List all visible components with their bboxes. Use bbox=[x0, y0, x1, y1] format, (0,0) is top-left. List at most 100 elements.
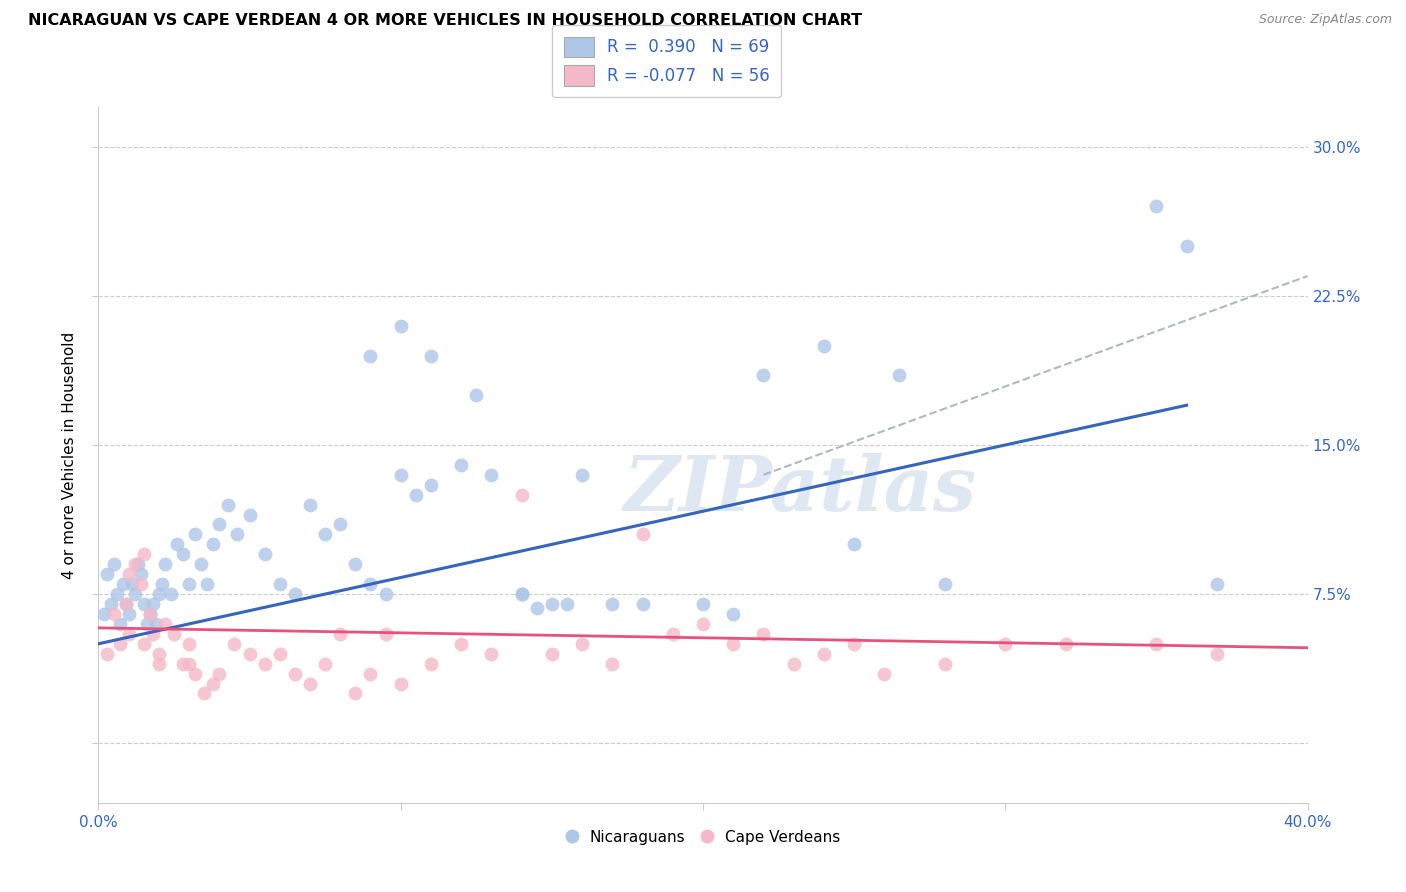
Point bbox=[1146, 637, 1168, 651]
Point bbox=[314, 527, 336, 541]
Point bbox=[269, 647, 291, 661]
Point bbox=[190, 558, 212, 572]
Point bbox=[132, 547, 155, 561]
Point bbox=[139, 607, 162, 621]
Point bbox=[195, 577, 218, 591]
Point bbox=[239, 647, 262, 661]
Point bbox=[118, 567, 141, 582]
Point bbox=[118, 627, 141, 641]
Point bbox=[253, 547, 276, 561]
Point bbox=[253, 657, 276, 671]
Point bbox=[148, 657, 170, 671]
Point bbox=[450, 458, 472, 472]
Point bbox=[179, 657, 201, 671]
Point bbox=[153, 616, 176, 631]
Point bbox=[555, 597, 578, 611]
Point bbox=[752, 368, 775, 383]
Text: Source: ZipAtlas.com: Source: ZipAtlas.com bbox=[1258, 13, 1392, 27]
Point bbox=[360, 577, 382, 591]
Point bbox=[299, 676, 322, 690]
Point bbox=[172, 547, 194, 561]
Point bbox=[135, 616, 157, 631]
Point bbox=[96, 647, 118, 661]
Point bbox=[994, 637, 1017, 651]
Point bbox=[269, 577, 291, 591]
Point bbox=[1206, 577, 1229, 591]
Point bbox=[132, 597, 155, 611]
Point bbox=[193, 686, 215, 700]
Point bbox=[148, 647, 170, 661]
Point bbox=[100, 597, 122, 611]
Point bbox=[1206, 647, 1229, 661]
Point bbox=[344, 558, 367, 572]
Point bbox=[127, 558, 149, 572]
Point bbox=[389, 676, 412, 690]
Point bbox=[374, 627, 396, 641]
Point bbox=[114, 597, 136, 611]
Point bbox=[105, 587, 128, 601]
Point bbox=[420, 349, 443, 363]
Point bbox=[526, 601, 548, 615]
Point bbox=[405, 488, 427, 502]
Point bbox=[420, 657, 443, 671]
Point bbox=[179, 577, 201, 591]
Point bbox=[344, 686, 367, 700]
Point bbox=[481, 647, 503, 661]
Point bbox=[166, 537, 188, 551]
Point bbox=[217, 498, 239, 512]
Point bbox=[1146, 199, 1168, 213]
Point bbox=[389, 318, 412, 333]
Point bbox=[783, 657, 806, 671]
Point bbox=[129, 577, 152, 591]
Point bbox=[284, 587, 307, 601]
Point bbox=[540, 647, 562, 661]
Point bbox=[329, 517, 352, 532]
Point bbox=[510, 488, 533, 502]
Point bbox=[163, 627, 186, 641]
Point bbox=[124, 558, 146, 572]
Point bbox=[360, 666, 382, 681]
Point bbox=[142, 597, 165, 611]
Point bbox=[239, 508, 262, 522]
Point bbox=[661, 627, 683, 641]
Point bbox=[172, 657, 194, 671]
Point bbox=[299, 498, 322, 512]
Point bbox=[465, 388, 488, 402]
Point bbox=[934, 577, 956, 591]
Point bbox=[329, 627, 352, 641]
Point bbox=[571, 637, 593, 651]
Point bbox=[114, 597, 136, 611]
Point bbox=[124, 587, 146, 601]
Point bbox=[420, 477, 443, 491]
Point bbox=[631, 597, 654, 611]
Point bbox=[813, 338, 835, 352]
Point bbox=[510, 587, 533, 601]
Point bbox=[145, 616, 167, 631]
Point bbox=[1054, 637, 1077, 651]
Point bbox=[844, 637, 866, 651]
Point bbox=[692, 597, 714, 611]
Point bbox=[226, 527, 249, 541]
Point bbox=[873, 666, 896, 681]
Point bbox=[103, 607, 125, 621]
Legend: Nicaraguans, Cape Verdeans: Nicaraguans, Cape Verdeans bbox=[560, 823, 846, 851]
Point bbox=[132, 637, 155, 651]
Point bbox=[129, 567, 152, 582]
Point bbox=[208, 517, 231, 532]
Point bbox=[889, 368, 911, 383]
Text: NICARAGUAN VS CAPE VERDEAN 4 OR MORE VEHICLES IN HOUSEHOLD CORRELATION CHART: NICARAGUAN VS CAPE VERDEAN 4 OR MORE VEH… bbox=[28, 13, 862, 29]
Point bbox=[224, 637, 246, 651]
Point bbox=[153, 558, 176, 572]
Point bbox=[121, 577, 143, 591]
Point bbox=[813, 647, 835, 661]
Point bbox=[148, 587, 170, 601]
Point bbox=[184, 527, 207, 541]
Point bbox=[631, 527, 654, 541]
Point bbox=[602, 657, 624, 671]
Point bbox=[179, 637, 201, 651]
Point bbox=[510, 587, 533, 601]
Point bbox=[160, 587, 183, 601]
Point bbox=[142, 627, 165, 641]
Point bbox=[118, 607, 141, 621]
Point bbox=[202, 537, 225, 551]
